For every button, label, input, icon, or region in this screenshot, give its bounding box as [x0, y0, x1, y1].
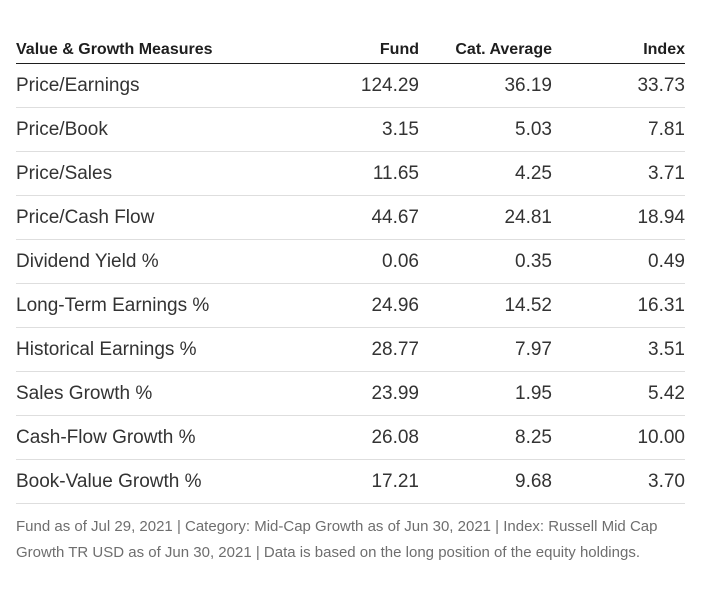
- measure-name: Long-Term Earnings %: [16, 283, 326, 328]
- cat-average-value: 1.95: [419, 371, 552, 416]
- index-value: 7.81: [552, 107, 685, 152]
- cat-average-value: 8.25: [419, 415, 552, 460]
- fund-value: 3.15: [326, 107, 419, 152]
- table-row: Price/Earnings 124.29 36.19 33.73: [16, 63, 685, 108]
- measure-name: Cash-Flow Growth %: [16, 415, 326, 460]
- header-cat-average: Cat. Average: [455, 40, 552, 58]
- cat-average-value: 24.81: [419, 195, 552, 240]
- fund-value: 23.99: [326, 371, 419, 416]
- header-index: Index: [643, 40, 685, 58]
- cat-average-value: 7.97: [419, 327, 552, 372]
- measure-name: Dividend Yield %: [16, 239, 326, 284]
- cat-average-value: 5.03: [419, 107, 552, 152]
- measure-name: Price/Cash Flow: [16, 195, 326, 240]
- value-growth-measures-table: Value & Growth Measures Fund Cat. Averag…: [16, 36, 685, 504]
- index-value: 18.94: [552, 195, 685, 240]
- index-value: 3.71: [552, 151, 685, 196]
- table-row: Dividend Yield % 0.06 0.35 0.49: [16, 239, 685, 284]
- measure-name: Price/Sales: [16, 151, 326, 196]
- value-growth-measures-section: Value & Growth Measures Fund Cat. Averag…: [16, 36, 685, 504]
- footnote: Fund as of Jul 29, 2021 | Category: Mid-…: [16, 518, 658, 561]
- measure-name: Historical Earnings %: [16, 327, 326, 372]
- index-value: 16.31: [552, 283, 685, 328]
- measure-name: Book-Value Growth %: [16, 459, 326, 504]
- measure-name: Price/Earnings: [16, 63, 326, 108]
- cat-average-value: 14.52: [419, 283, 552, 328]
- table-header-row: Value & Growth Measures Fund Cat. Averag…: [16, 36, 685, 64]
- fund-value: 124.29: [326, 63, 419, 108]
- index-value: 33.73: [552, 63, 685, 108]
- fund-value: 11.65: [326, 151, 419, 196]
- index-value: 10.00: [552, 415, 685, 460]
- table-row: Price/Sales 11.65 4.25 3.71: [16, 151, 685, 196]
- table-row: Sales Growth % 23.99 1.95 5.42: [16, 371, 685, 416]
- cat-average-value: 0.35: [419, 239, 552, 284]
- fund-value: 0.06: [326, 239, 419, 284]
- measure-name: Price/Book: [16, 107, 326, 152]
- fund-value: 44.67: [326, 195, 419, 240]
- fund-value: 26.08: [326, 415, 419, 460]
- header-measure: Value & Growth Measures: [16, 40, 213, 58]
- cat-average-value: 4.25: [419, 151, 552, 196]
- table-row: Book-Value Growth % 17.21 9.68 3.70: [16, 459, 685, 504]
- index-value: 5.42: [552, 371, 685, 416]
- table-row: Historical Earnings % 28.77 7.97 3.51: [16, 327, 685, 372]
- table-row: Price/Cash Flow 44.67 24.81 18.94: [16, 195, 685, 240]
- index-value: 0.49: [552, 239, 685, 284]
- table-row: Long-Term Earnings % 24.96 14.52 16.31: [16, 283, 685, 328]
- measure-name: Sales Growth %: [16, 371, 326, 416]
- fund-value: 24.96: [326, 283, 419, 328]
- cat-average-value: 9.68: [419, 459, 552, 504]
- cat-average-value: 36.19: [419, 63, 552, 108]
- table-row: Price/Book 3.15 5.03 7.81: [16, 107, 685, 152]
- index-value: 3.70: [552, 459, 685, 504]
- header-fund: Fund: [379, 40, 419, 58]
- fund-value: 28.77: [326, 327, 419, 372]
- index-value: 3.51: [552, 327, 685, 372]
- table-row: Cash-Flow Growth % 26.08 8.25 10.00: [16, 415, 685, 460]
- fund-value: 17.21: [326, 459, 419, 504]
